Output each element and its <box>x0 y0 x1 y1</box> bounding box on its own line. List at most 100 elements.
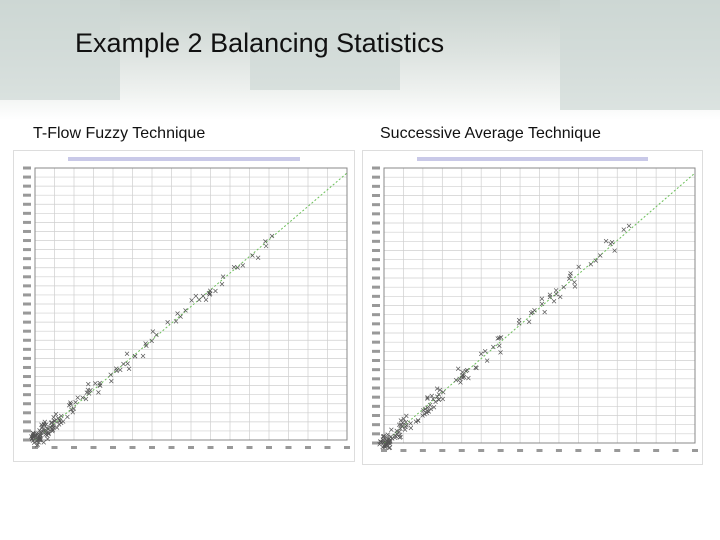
tick-text <box>305 446 311 449</box>
point <box>431 404 437 410</box>
tick-text <box>372 432 380 436</box>
point <box>42 419 48 425</box>
tick-text <box>23 402 31 406</box>
tick-text <box>23 365 31 369</box>
tick-text <box>372 359 380 362</box>
point <box>404 413 409 419</box>
point <box>425 405 430 410</box>
tick-text <box>23 257 31 261</box>
point <box>436 392 442 397</box>
plot-border <box>383 167 696 444</box>
point <box>593 258 599 263</box>
tick-text <box>372 395 380 399</box>
tick-text <box>188 446 194 449</box>
panel-caption: T-Flow Fuzzy Technique <box>33 125 206 142</box>
point <box>430 396 436 402</box>
frame <box>362 150 703 465</box>
tick-text <box>372 212 380 216</box>
tick-text <box>653 449 660 452</box>
point <box>460 369 465 375</box>
point <box>200 293 206 299</box>
point <box>45 429 51 435</box>
point <box>554 291 559 297</box>
point <box>220 274 226 279</box>
point <box>44 422 49 427</box>
point <box>97 380 102 386</box>
point <box>496 335 502 341</box>
caption-strip <box>417 157 648 161</box>
tick-text <box>23 202 31 206</box>
point <box>626 223 632 229</box>
plot-border <box>34 167 348 441</box>
point <box>144 343 149 349</box>
tick-text <box>633 449 640 452</box>
tick-text <box>23 320 31 324</box>
tick-text <box>372 230 380 234</box>
tick-text <box>536 449 543 452</box>
point <box>183 308 188 313</box>
point <box>59 413 64 419</box>
point <box>196 297 202 302</box>
point <box>56 422 62 427</box>
point <box>551 298 557 304</box>
point <box>381 433 387 439</box>
tick-text <box>23 193 31 197</box>
point <box>235 265 240 270</box>
point <box>466 375 471 381</box>
tick-text <box>246 446 253 449</box>
point <box>440 396 446 402</box>
point <box>68 400 73 405</box>
tick-text <box>110 446 116 449</box>
point <box>93 381 98 386</box>
tick-text <box>23 175 31 179</box>
point <box>49 420 55 425</box>
tick-text <box>207 446 214 449</box>
point <box>398 426 403 431</box>
tick-text <box>372 221 380 225</box>
point <box>263 239 268 244</box>
banner-shape <box>0 0 120 100</box>
tick-text <box>372 239 380 243</box>
tick-text <box>692 449 698 452</box>
point <box>473 365 478 370</box>
point <box>75 395 80 400</box>
point <box>457 376 462 382</box>
point <box>387 439 392 445</box>
point <box>597 253 603 258</box>
point <box>572 279 577 285</box>
tick-text <box>372 285 380 289</box>
point <box>516 321 522 326</box>
point <box>263 243 269 249</box>
point <box>84 390 90 395</box>
point <box>189 298 194 303</box>
point <box>387 436 392 441</box>
banner-shape <box>250 10 400 90</box>
tick-text <box>129 446 136 449</box>
point <box>126 366 132 372</box>
point <box>455 366 461 372</box>
point <box>526 319 532 325</box>
point <box>394 434 399 439</box>
tick-text <box>372 386 380 390</box>
point <box>566 276 572 282</box>
point <box>603 238 609 244</box>
point <box>495 336 501 341</box>
tick-text <box>372 377 380 381</box>
point <box>38 430 44 435</box>
point <box>71 406 77 411</box>
point <box>255 255 261 261</box>
point <box>38 436 43 442</box>
tick-text <box>372 276 380 280</box>
tick-text <box>23 438 31 442</box>
point <box>132 354 138 359</box>
point <box>114 368 119 374</box>
tick-text <box>23 429 31 433</box>
tick-text <box>372 441 380 445</box>
point <box>213 288 218 294</box>
tick-text <box>266 446 272 449</box>
tick-text <box>324 446 331 449</box>
point <box>165 320 170 325</box>
tick-text <box>23 411 31 415</box>
tick-text <box>614 449 621 452</box>
point <box>39 422 44 428</box>
